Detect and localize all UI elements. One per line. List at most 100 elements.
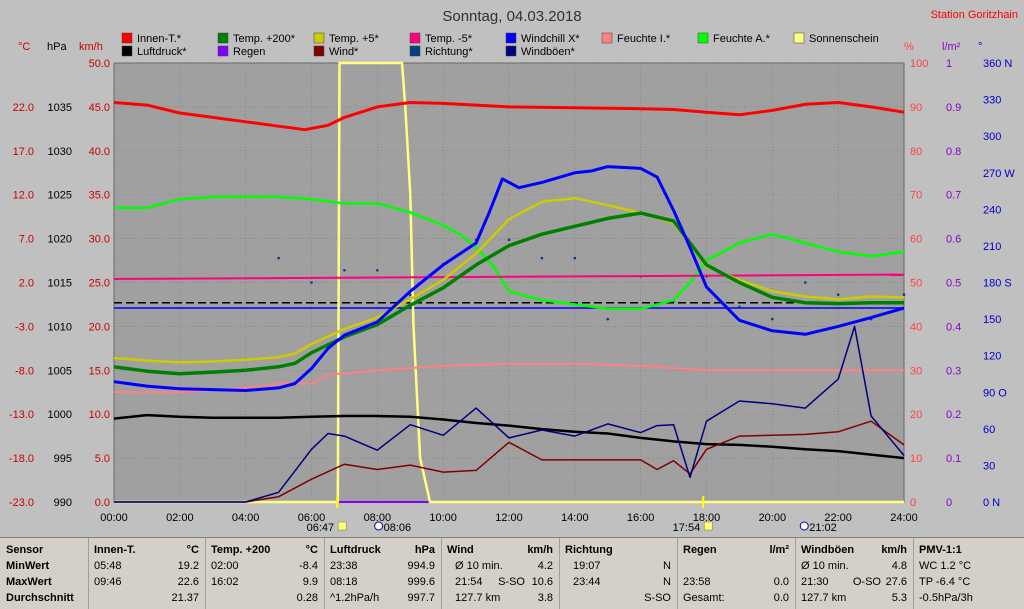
legend-label: Wind* [329,46,359,58]
legend-label: Sonnenschein [809,33,879,45]
legend-swatch [217,45,229,57]
direction-point [343,269,346,272]
wind-tick-label: 15.0 [89,365,110,377]
stats-value: N [663,560,671,572]
legend-item: Temp. +200* [217,32,296,45]
direction-point [573,256,577,260]
direction-point [310,281,313,284]
wind-tick-label: 50.0 [89,58,110,70]
stats-value: 0.0 [773,592,789,604]
stats-sensor-column: Sensor MinWert MaxWert Durchschnitt [0,538,89,609]
stats-row-label: MinWert [6,560,50,572]
stats-regen-column: Regen l/m² 23:58 0.0 Gesamt: 0.0 [677,538,796,609]
stats-time: 19:07 [573,560,601,572]
x-tick-label: 02:00 [166,512,194,524]
x-tick-label: 22:00 [824,512,852,524]
series-layer [113,61,906,504]
stats-value: N [663,576,671,588]
stats-wind-title: Wind [447,544,474,556]
stats-time: 09:46 [94,576,122,588]
legend-item: Windchill X* [505,32,580,45]
moon-icon [374,521,384,531]
stats-innen-unit: °C [186,544,199,556]
pressure-tick-label: 1020 [48,234,72,246]
series-line [113,413,905,460]
stats-value: 10.6 [531,576,553,588]
sun-icon [703,521,713,531]
sun-icon [337,521,347,531]
humidity-tick-label: 70 [910,190,922,202]
legend-swatch [121,45,133,57]
direction-point [738,305,741,309]
series-line [113,165,905,392]
legend-swatch [793,32,805,44]
legend-label: Feuchte A.* [713,33,771,45]
direction-tick-label: 150 [983,314,1001,326]
stats-value: 999.6 [407,576,435,588]
x-tick-label: 12:00 [495,512,523,524]
direction-point [836,293,840,296]
marker-label: 17:54 [673,522,701,534]
marker-label: 06:47 [307,522,335,534]
rain-tick-label: 0.7 [946,190,961,202]
direction-tick-label: 360 N [983,58,1012,70]
stats-time: Ø 10 min. [801,560,849,572]
pressure-tick-label: 1005 [48,365,72,377]
rain-tick-label: 0.3 [946,365,961,377]
pressure-tick-label: 990 [54,497,72,509]
direction-tick-label: 210 [983,241,1001,253]
rain-tick-label: 0 [946,497,952,509]
stats-value: 997.7 [407,592,435,604]
stats-value: TP -6.4 °C [919,576,971,588]
x-tick-label: 10:00 [429,512,457,524]
wind-tick-label: 10.0 [89,409,110,421]
rain-tick-label: 1 [946,58,952,70]
stats-value: 0.0 [773,576,789,588]
direction-tick-label: 60 [983,424,995,436]
stats-time: 02:00 [211,560,239,572]
pressure-tick-label: 995 [54,453,72,465]
stats-value: 22.6 [177,576,199,588]
stats-value: WC 1.2 °C [919,560,972,572]
legend: Innen-T.* Temp. +200* Temp. +5* Temp. -5* Wi… [121,32,879,58]
stats-regen-title: Regen [683,544,717,556]
stats-richtung-column: Richtung 19:07 N 23:44 N S-SO [559,538,678,609]
direction-tick-label: 90 O [983,387,1007,399]
stats-wind-unit: km/h [527,544,553,556]
temp-unit: °C [18,41,30,53]
stats-value: 27.6 [885,576,907,588]
series-line [114,420,905,503]
direction-tick-label: 180 S [983,278,1012,290]
legend-swatch [409,45,421,57]
temp-tick-label: -8.0 [15,365,34,377]
humidity-tick-label: 20 [910,409,922,421]
legend-item: Feuchte A.* [697,32,771,45]
direction-point [277,256,280,260]
pct-unit: % [904,41,914,53]
legend-item: Temp. -5* [409,32,473,45]
stats-value: 5.3 [891,592,907,604]
stats-innen-column: Innen-T. °C 05:48 19.2 09:46 22.6 21.37 [88,538,206,609]
stats-time: Ø 10 min. [455,560,503,572]
x-tick-label: 24:00 [890,512,918,524]
direction-point [507,238,511,242]
temp-tick-label: -18.0 [9,453,34,465]
x-tick-label: 18:00 [693,512,721,524]
series-line [113,211,904,376]
direction-tick-label: 270 W [983,168,1015,180]
stats-row-label: MaxWert [6,576,52,588]
direction-tick-label: 240 [983,204,1001,216]
direction-point [408,293,412,296]
pressure-tick-label: 1035 [48,102,72,114]
legend-label: Temp. +200* [233,33,296,45]
direction-tick-label: 330 [983,95,1001,107]
legend-item: Regen [217,45,265,58]
stats-time: 08:18 [330,576,358,588]
series-line [114,325,905,503]
stats-value: 9.9 [302,576,318,588]
series-line [114,61,904,504]
stats-innen-title: Innen-T. [94,544,136,556]
legend-label: Innen-T.* [137,33,182,45]
stats-value: S-SO [644,592,671,604]
stats-luftdruck-title: Luftdruck [330,544,381,556]
